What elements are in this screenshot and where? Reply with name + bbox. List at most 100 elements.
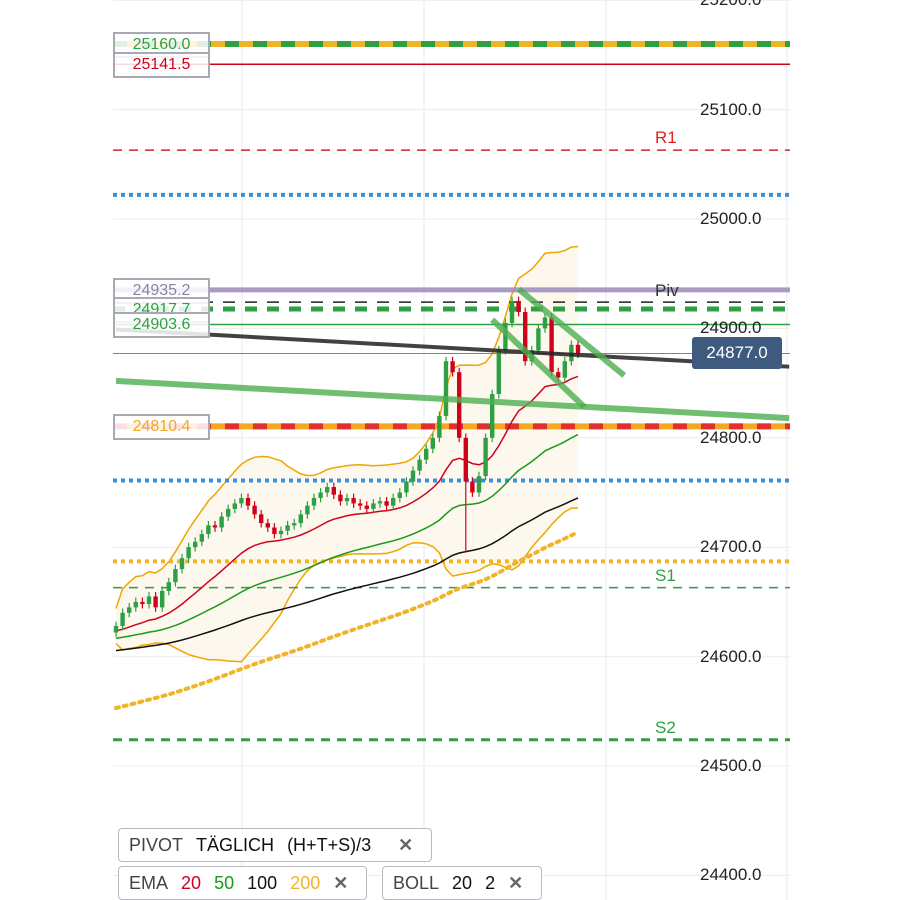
black-trendline	[115, 327, 790, 369]
flag-upper-line	[516, 286, 627, 378]
candle-body	[193, 541, 198, 548]
y-axis-tick-label: 24600.0	[700, 646, 762, 666]
candle-body	[120, 612, 125, 626]
candle-body	[391, 497, 396, 506]
candle-body	[186, 547, 191, 559]
y-axis-tick-label: 24700.0	[700, 537, 762, 557]
flag-lower-line	[490, 317, 587, 410]
candle-body	[384, 501, 389, 506]
candle-body	[371, 503, 376, 509]
candle-body	[503, 322, 508, 351]
candle-body	[542, 317, 548, 329]
candle-body	[437, 415, 442, 438]
bollinger-lower-band	[115, 507, 579, 663]
candle-body	[311, 497, 317, 506]
level-tag-piv: Piv	[655, 281, 679, 301]
candle-body	[239, 497, 244, 504]
candle-body	[127, 607, 132, 613]
level-label-box: 25141.5	[113, 52, 210, 79]
candle-body	[226, 508, 231, 517]
ema-50-line	[115, 433, 579, 640]
level-tag-s2: S2	[655, 717, 676, 737]
level-tag-s1: S1	[655, 565, 676, 585]
bollinger-fill	[116, 246, 578, 662]
pivot-legend[interactable]: PIVOT TÄGLICH (H+T+S)/3 ✕	[118, 828, 433, 862]
candle-body	[516, 301, 521, 312]
candle-body	[133, 601, 138, 608]
ema-period-200: 200	[290, 873, 321, 893]
candle-body	[153, 596, 158, 608]
ema-200-line	[114, 530, 580, 710]
candle-body	[206, 525, 211, 535]
candle-body	[536, 328, 541, 351]
candle-body	[443, 361, 449, 416]
candle-body	[509, 301, 515, 323]
ema-period-50: 50	[214, 873, 235, 893]
level-label-box: 24810.4	[113, 414, 210, 441]
current-price-tag: 24877.0	[692, 337, 782, 369]
ema-legend[interactable]: EMA 20 50 100 200 ✕	[118, 866, 368, 900]
candle-body	[457, 372, 462, 438]
candle-body	[430, 437, 435, 449]
candle-body	[219, 516, 224, 528]
pivot-name: PIVOT	[129, 835, 184, 855]
candle-body	[417, 459, 422, 471]
candle-body	[562, 361, 567, 378]
candle-body	[212, 525, 218, 528]
candle-body	[483, 437, 488, 477]
y-axis-tick-label: 25000.0	[700, 209, 762, 228]
candle-body	[575, 344, 581, 354]
candle-body	[331, 487, 336, 495]
candle-body	[358, 503, 363, 506]
candle-body	[523, 311, 528, 362]
candle-body	[556, 372, 561, 378]
candle-body	[232, 503, 237, 509]
candle-body	[173, 569, 178, 583]
candle-body	[166, 582, 171, 591]
candle-body	[113, 625, 119, 633]
candle-body	[140, 601, 145, 605]
candle-body	[298, 514, 303, 524]
candle-body	[278, 530, 284, 535]
candle-body	[318, 492, 323, 498]
candle-body	[146, 596, 152, 605]
candle-body	[305, 505, 310, 515]
close-icon[interactable]: ✕	[508, 873, 524, 893]
level-tag-r1: R1	[655, 128, 677, 148]
candle-body	[490, 394, 495, 438]
y-axis-tick-label: 25200.0	[700, 0, 761, 10]
candle-body	[404, 481, 409, 493]
pivot-formula: (H+T+S)/3	[287, 835, 372, 855]
boll-name: BOLL	[393, 873, 440, 893]
close-icon[interactable]: ✕	[333, 873, 349, 893]
candle-body	[463, 437, 468, 482]
candle-body	[549, 317, 554, 373]
level-label-box: 24903.6	[113, 312, 210, 339]
candle-body	[245, 497, 251, 506]
candle-body	[338, 494, 343, 502]
candle-body	[272, 527, 277, 535]
candle-body	[179, 558, 185, 570]
y-axis-tick-label: 24900.0	[700, 318, 762, 338]
candle-body	[424, 448, 429, 460]
candle-body	[259, 514, 264, 524]
ema-period-100: 100	[247, 873, 278, 893]
candle-body	[364, 505, 369, 509]
ema-name: EMA	[129, 873, 169, 893]
boll-legend[interactable]: BOLL 20 2 ✕	[382, 866, 543, 900]
boll-mult: 2	[485, 873, 496, 893]
ema-20-line	[115, 375, 579, 632]
y-axis-tick-label: 24500.0	[700, 756, 762, 775]
y-axis-tick-label: 25100.0	[700, 99, 762, 119]
green-trendline-long	[115, 377, 790, 422]
y-axis-tick-label: 24800.0	[700, 427, 762, 447]
close-icon[interactable]: ✕	[398, 835, 414, 855]
candle-body	[252, 505, 257, 515]
candle-body	[351, 497, 356, 504]
candle-body	[397, 492, 402, 498]
ema-100-line	[115, 497, 579, 652]
ema-period-20: 20	[181, 873, 202, 893]
candle-body	[292, 523, 297, 526]
candle-body	[496, 350, 501, 395]
